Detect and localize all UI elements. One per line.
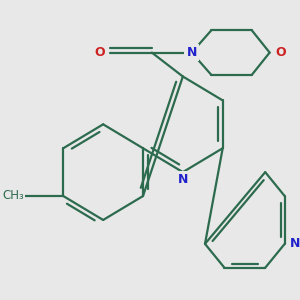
Text: N: N [178, 173, 188, 186]
Text: N: N [187, 46, 197, 59]
Text: O: O [94, 46, 105, 59]
Text: O: O [275, 46, 286, 59]
Text: N: N [290, 237, 300, 250]
Text: CH₃: CH₃ [2, 189, 24, 202]
